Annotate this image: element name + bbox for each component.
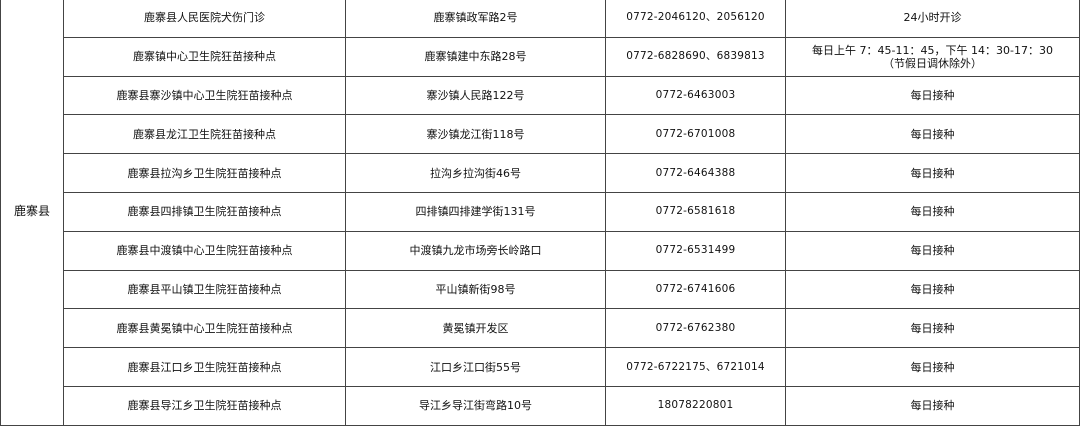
hours-cell: 每日接种: [785, 153, 1080, 193]
address-cell: 寨沙镇人民路122号: [345, 75, 606, 116]
hours-text: 每日接种: [910, 282, 955, 296]
table-row: 鹿寨县寨沙镇中心卫生院狂苗接种点 寨沙镇人民路122号 0772-6463003 每日…: [1, 75, 1080, 116]
phone-cell: 0772-6722175、6721014: [605, 347, 786, 387]
table-row: 鹿寨县龙江卫生院狂苗接种点 寨沙镇龙江街118号 0772-6701008 每日接种: [1, 114, 1080, 155]
hours-note: （节假日调休除外）: [883, 56, 982, 70]
hours-text: 每日上午 7：45-11：45，下午 14：30-17：30: [812, 43, 1053, 57]
hours-text: 24小时开诊: [903, 11, 962, 25]
hours-cell: 每日接种: [785, 385, 1080, 426]
table-row: 鹿寨县江口乡卫生院狂苗接种点 江口乡江口街55号 0772-6722175、6721…: [1, 347, 1080, 387]
site-name-cell: 鹿寨县四排镇卫生院狂苗接种点: [63, 191, 346, 232]
site-name-cell: 鹿寨县寨沙镇中心卫生院狂苗接种点: [63, 75, 346, 116]
table-row: 鹿寨镇中心卫生院狂苗接种点 鹿寨镇建中东路28号 0772-6828690、6839…: [1, 36, 1080, 77]
hours-text: 每日接种: [910, 360, 955, 374]
address-cell: 拉沟乡拉沟街46号: [345, 153, 606, 193]
address-cell: 中渡镇九龙市场旁长岭路口: [345, 230, 606, 271]
phone-cell: 0772-6828690、6839813: [605, 36, 786, 77]
site-name-cell: 鹿寨县中渡镇中心卫生院狂苗接种点: [63, 230, 346, 271]
hours-cell: 每日接种: [785, 191, 1080, 232]
hours-text: 每日接种: [910, 321, 955, 335]
site-name-cell: 鹿寨县人民医院犬伤门诊: [63, 0, 346, 38]
hours-cell: 每日接种: [785, 347, 1080, 387]
table-row: 鹿寨县四排镇卫生院狂苗接种点 四排镇四排建学街131号 0772-6581618 每日…: [1, 191, 1080, 232]
phone-cell: 0772-6581618: [605, 191, 786, 232]
hours-cell: 每日接种: [785, 269, 1080, 310]
site-name-cell: 鹿寨镇中心卫生院狂苗接种点: [63, 36, 346, 77]
phone-cell: 0772-6762380: [605, 308, 786, 349]
hours-cell: 24小时开诊: [785, 0, 1080, 38]
address-cell: 江口乡江口街55号: [345, 347, 606, 387]
table-row: 鹿寨县中渡镇中心卫生院狂苗接种点 中渡镇九龙市场旁长岭路口 0772-6531499…: [1, 230, 1080, 271]
table-row: 鹿寨县平山镇卫生院狂苗接种点 平山镇新街98号 0772-6741606 每日接种: [1, 269, 1080, 310]
hours-cell: 每日接种: [785, 75, 1080, 116]
address-cell: 鹿寨镇建中东路28号: [345, 36, 606, 77]
site-name-cell: 鹿寨县江口乡卫生院狂苗接种点: [63, 347, 346, 387]
hours-cell: 每日接种: [785, 114, 1080, 155]
hours-text: 每日接种: [910, 399, 955, 413]
hours-text: 每日接种: [910, 244, 955, 258]
table-row: 鹿寨县导江乡卫生院狂苗接种点 导江乡导江街弯路10号 18078220801 每日接种: [1, 385, 1080, 426]
site-name-cell: 鹿寨县平山镇卫生院狂苗接种点: [63, 269, 346, 310]
site-name-cell: 鹿寨县龙江卫生院狂苗接种点: [63, 114, 346, 155]
table-row: 鹿寨县黄冕镇中心卫生院狂苗接种点 黄冕镇开发区 0772-6762380 每日接种: [1, 308, 1080, 349]
address-cell: 鹿寨镇政军路2号: [345, 0, 606, 38]
phone-cell: 0772-6741606: [605, 269, 786, 310]
phone-cell: 0772-6701008: [605, 114, 786, 155]
hours-text: 每日接种: [910, 166, 955, 180]
site-name-cell: 鹿寨县黄冕镇中心卫生院狂苗接种点: [63, 308, 346, 349]
hours-text: 每日接种: [910, 88, 955, 102]
address-cell: 导江乡导江街弯路10号: [345, 385, 606, 426]
phone-cell: 0772-2046120、2056120: [605, 0, 786, 38]
address-cell: 平山镇新街98号: [345, 269, 606, 310]
hours-cell: 每日接种: [785, 308, 1080, 349]
hours-cell: 每日上午 7：45-11：45，下午 14：30-17：30 （节假日调休除外）: [785, 36, 1080, 77]
hours-text: 每日接种: [910, 205, 955, 219]
hours-text: 每日接种: [910, 127, 955, 141]
phone-cell: 0772-6463003: [605, 75, 786, 116]
county-cell: 鹿寨县: [0, 0, 64, 426]
address-cell: 寨沙镇龙江街118号: [345, 114, 606, 155]
phone-cell: 18078220801: [605, 385, 786, 426]
phone-cell: 0772-6464388: [605, 153, 786, 193]
phone-cell: 0772-6531499: [605, 230, 786, 271]
address-cell: 黄冕镇开发区: [345, 308, 606, 349]
site-name-cell: 鹿寨县拉沟乡卫生院狂苗接种点: [63, 153, 346, 193]
address-cell: 四排镇四排建学街131号: [345, 191, 606, 232]
hours-cell: 每日接种: [785, 230, 1080, 271]
table-row: 鹿寨县拉沟乡卫生院狂苗接种点 拉沟乡拉沟街46号 0772-6464388 每日接种: [1, 153, 1080, 193]
site-name-cell: 鹿寨县导江乡卫生院狂苗接种点: [63, 385, 346, 426]
